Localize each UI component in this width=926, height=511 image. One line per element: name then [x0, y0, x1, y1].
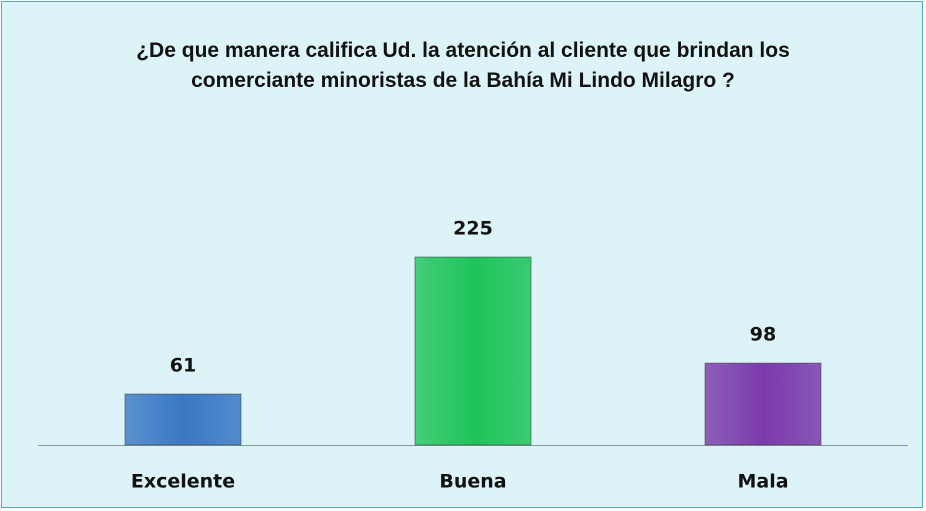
x-tick-label: Excelente [131, 471, 235, 493]
bar [124, 393, 242, 446]
chart-title: ¿De que manera califica Ud. la atención … [136, 39, 790, 92]
value-label: 61 [170, 355, 196, 377]
bar [414, 256, 532, 446]
value-label: 98 [750, 324, 776, 346]
x-tick-label: Mala [737, 471, 788, 493]
x-tick-label: Buena [439, 471, 506, 493]
bar [704, 362, 822, 446]
value-label: 225 [453, 218, 493, 240]
